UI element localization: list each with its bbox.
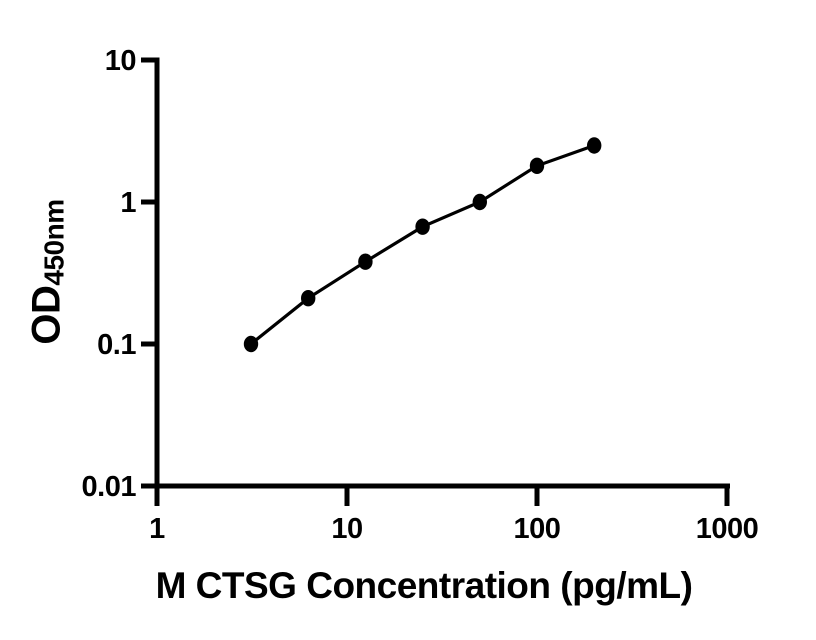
- data-point: [587, 137, 602, 154]
- y-tick-label: 1: [120, 187, 136, 219]
- x-tick-label: 1: [149, 513, 165, 545]
- y-tick-label: 0.1: [97, 329, 136, 361]
- x-tick-label: 1000: [696, 513, 759, 545]
- data-point: [472, 193, 487, 211]
- data-point: [301, 290, 316, 307]
- curve-line: [249, 143, 595, 346]
- data-point: [415, 218, 430, 235]
- data-point: [243, 335, 259, 353]
- y-axis-title-main: OD: [24, 285, 69, 345]
- x-tick-label: 10: [331, 513, 362, 545]
- x-axis-title: M CTSG Concentration (pg/mL): [155, 565, 693, 606]
- y-axis-title: OD 450nm: [25, 199, 70, 344]
- y-tick-label: 10: [105, 45, 136, 77]
- x-tick-label: 100: [514, 513, 561, 545]
- y-axis-title-subscript: 450nm: [38, 199, 70, 286]
- y-tick-label: 0.01: [82, 471, 137, 503]
- data-point: [529, 157, 545, 174]
- data-point: [358, 253, 373, 270]
